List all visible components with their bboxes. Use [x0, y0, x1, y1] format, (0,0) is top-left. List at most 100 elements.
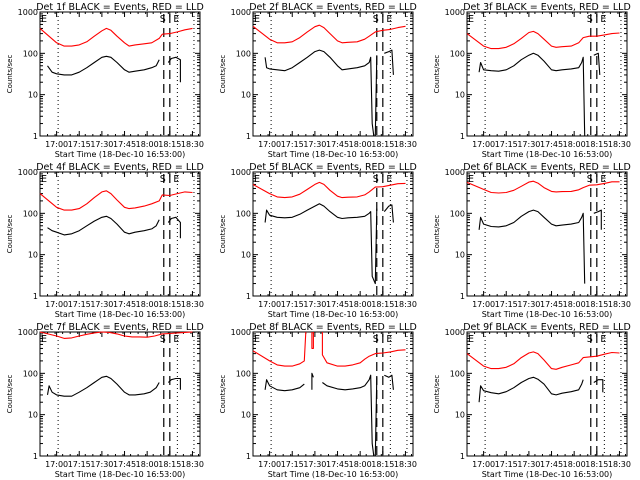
y-tick-label: 100 [236, 369, 251, 378]
x-tick-label: 18:00 [563, 300, 586, 309]
x-tick-label: 18:15 [585, 300, 608, 309]
y-tick-label: 1000 [231, 328, 251, 337]
marker-label: E [600, 14, 606, 25]
y-axis-label: Counts/sec [433, 375, 441, 414]
x-tick-label: 17:30 [303, 300, 326, 309]
x-tick-label: 17:15 [495, 140, 518, 149]
y-tick-label: 100 [236, 209, 251, 218]
x-tick-label: 18:00 [349, 300, 372, 309]
x-tick-label: 17:15 [495, 300, 518, 309]
x-axis-label: Start Time (18-Dec-10 16:53:00) [268, 310, 399, 319]
lld-series-line [466, 351, 620, 370]
y-tick-label: 1 [33, 132, 38, 141]
x-tick-label: 17:45 [540, 460, 563, 469]
panel-6: Det 6f BLACK = Events, RED = LLD 1 10 100 10… [433, 162, 631, 319]
panel-title: Det 5f BLACK = Events, RED = LLD [249, 162, 417, 173]
y-tick-label: 1 [246, 452, 251, 461]
marker-label: E [386, 174, 392, 185]
marker-label: E [386, 14, 392, 25]
y-tick-label: 10 [455, 91, 465, 100]
x-tick-label: 17:15 [281, 300, 304, 309]
lld-series-line [252, 24, 406, 44]
marker-label: S [160, 14, 166, 25]
y-tick-label: 1 [33, 292, 38, 301]
y-tick-label: 100 [450, 209, 465, 218]
x-axis-label: Start Time (18-Dec-10 16:53:00) [482, 150, 613, 159]
x-tick-label: 17:30 [303, 460, 326, 469]
events-series-line [478, 376, 604, 403]
x-tick-label: 17:30 [90, 300, 113, 309]
marker-label: S [587, 334, 593, 345]
x-tick-label: 18:00 [136, 460, 159, 469]
x-tick-label: 17:15 [68, 140, 91, 149]
y-tick-label: 10 [241, 91, 251, 100]
x-tick-label: 18:15 [371, 300, 394, 309]
marker-label: E [41, 334, 47, 345]
panel-4: Det 4f BLACK = Events, RED = LLD 1 10 100 10… [6, 162, 204, 319]
lld-series-line [252, 181, 406, 199]
y-axis-label: Counts/sec [219, 375, 227, 414]
y-tick-label: 10 [241, 251, 251, 260]
y-tick-label: 10 [455, 411, 465, 420]
marker-label: S [160, 174, 166, 185]
x-tick-label: 18:00 [563, 140, 586, 149]
y-tick-label: 1000 [445, 328, 465, 337]
panel-title: Det 2f BLACK = Events, RED = LLD [249, 2, 417, 13]
events-series-line [264, 49, 394, 137]
panel-5: Det 5f BLACK = Events, RED = LLD 1 10 100 10… [219, 162, 417, 319]
marker-label: E [468, 174, 474, 185]
x-tick-label: 17:45 [113, 300, 136, 309]
panel-title: Det 4f BLACK = Events, RED = LLD [36, 162, 204, 173]
plot-frame [466, 171, 628, 297]
y-tick-label: 1 [460, 292, 465, 301]
x-tick-label: 18:00 [136, 300, 159, 309]
marker-label: E [468, 334, 474, 345]
x-tick-label: 18:30 [181, 460, 204, 469]
y-tick-label: 10 [28, 251, 38, 260]
panel-9: Det 9f BLACK = Events, RED = LLD 1 10 100 10… [433, 322, 631, 479]
x-tick-label: 17:00 [472, 460, 495, 469]
plot-frame [466, 331, 628, 457]
x-tick-label: 17:15 [495, 460, 518, 469]
marker-label: E [386, 334, 392, 345]
y-tick-label: 100 [236, 49, 251, 58]
y-axis-label: Counts/sec [6, 55, 14, 94]
x-tick-label: 17:00 [45, 460, 68, 469]
lld-series-line [39, 190, 193, 211]
x-tick-label: 18:00 [563, 460, 586, 469]
x-axis-label: Start Time (18-Dec-10 16:53:00) [55, 150, 186, 159]
events-series-line [478, 209, 602, 284]
events-series-line [47, 215, 181, 239]
x-tick-label: 17:30 [303, 140, 326, 149]
y-axis-label: Counts/sec [219, 55, 227, 94]
x-tick-label: 18:30 [181, 300, 204, 309]
x-axis-label: Start Time (18-Dec-10 16:53:00) [268, 150, 399, 159]
panel-3: Det 3f BLACK = Events, RED = LLD 1 10 100 10… [433, 2, 631, 159]
y-tick-label: 1000 [18, 168, 38, 177]
panel-title: Det 8f BLACK = Events, RED = LLD [249, 322, 417, 333]
marker-label: E [173, 174, 179, 185]
panel-title: Det 7f BLACK = Events, RED = LLD [36, 322, 204, 333]
marker-label: S [373, 174, 379, 185]
marker-label: S [373, 14, 379, 25]
x-tick-label: 17:45 [540, 140, 563, 149]
y-tick-label: 10 [241, 411, 251, 420]
lld-series-line [466, 180, 620, 194]
marker-label: S [160, 334, 166, 345]
y-axis-label: Counts/sec [219, 215, 227, 254]
events-series-line [47, 55, 181, 83]
marker-label: S [587, 14, 593, 25]
x-tick-label: 17:00 [258, 140, 281, 149]
panel-2: Det 2f BLACK = Events, RED = LLD 1 10 100 10… [219, 2, 417, 159]
panel-title: Det 1f BLACK = Events, RED = LLD [36, 2, 204, 13]
x-tick-label: 17:45 [540, 300, 563, 309]
plot-frame [39, 331, 201, 457]
x-tick-label: 17:15 [68, 460, 91, 469]
plot-frame [466, 11, 628, 137]
x-tick-label: 17:30 [517, 300, 540, 309]
panel-title: Det 9f BLACK = Events, RED = LLD [463, 322, 631, 333]
x-tick-label: 18:00 [349, 140, 372, 149]
x-tick-label: 18:15 [371, 140, 394, 149]
plot-frame [252, 171, 414, 297]
lld-series-line [39, 331, 193, 339]
